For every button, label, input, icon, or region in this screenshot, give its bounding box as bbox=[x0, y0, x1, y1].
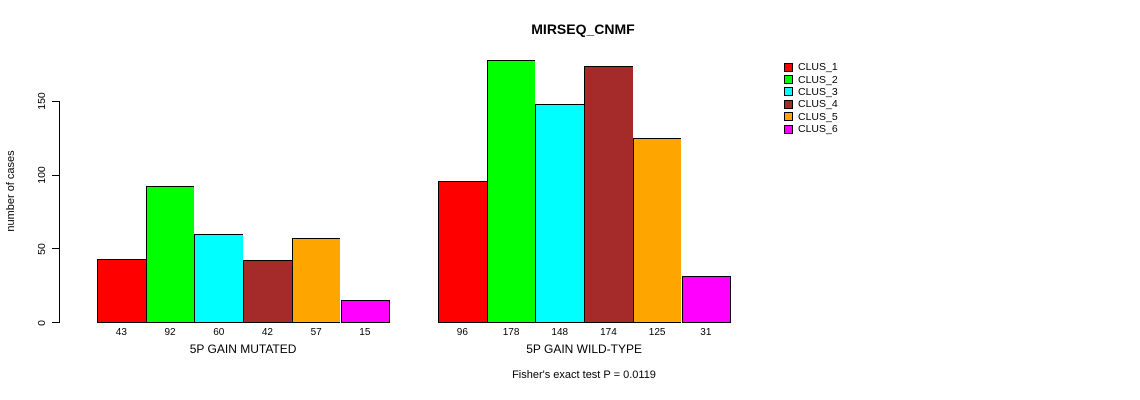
y-tick bbox=[52, 322, 59, 323]
legend: CLUS_1 CLUS_2 CLUS_3 CLUS_4 CLUS_5 CLUS_6 bbox=[784, 61, 838, 135]
group-label: 5P GAIN MUTATED bbox=[189, 342, 297, 356]
bar bbox=[584, 66, 633, 323]
bar-value-label: 57 bbox=[310, 327, 322, 338]
bar-value-label: 125 bbox=[648, 327, 666, 338]
bar bbox=[438, 181, 487, 323]
legend-entry: CLUS_6 bbox=[784, 123, 838, 135]
legend-swatch bbox=[784, 112, 793, 122]
legend-label: CLUS_5 bbox=[798, 110, 838, 123]
bar-value-label: 178 bbox=[502, 327, 520, 338]
legend-entry: CLUS_1 bbox=[784, 61, 838, 73]
legend-swatch bbox=[784, 87, 793, 97]
y-axis-line bbox=[59, 100, 60, 323]
bar-value-label: 92 bbox=[164, 327, 176, 338]
y-axis-label: number of cases bbox=[5, 150, 17, 232]
bar bbox=[145, 186, 195, 323]
bar-value-label: 148 bbox=[551, 327, 569, 338]
legend-swatch bbox=[784, 75, 793, 85]
bar bbox=[97, 259, 146, 323]
legend-label: CLUS_3 bbox=[798, 85, 838, 98]
bar-value-label: 15 bbox=[359, 327, 371, 338]
bar bbox=[535, 104, 585, 323]
legend-label: CLUS_1 bbox=[798, 61, 838, 74]
bar bbox=[291, 238, 341, 323]
stat-test-annotation: Fisher's exact test P = 0.0119 bbox=[512, 369, 656, 381]
bar bbox=[681, 276, 732, 323]
legend-swatch bbox=[784, 124, 793, 134]
legend-entry: CLUS_4 bbox=[784, 98, 838, 110]
bar bbox=[194, 234, 244, 323]
bar-value-label: 43 bbox=[115, 327, 127, 338]
bar bbox=[340, 300, 391, 323]
legend-label: CLUS_2 bbox=[798, 73, 838, 86]
chart-title: MIRSEQ_CNMF bbox=[531, 21, 635, 37]
y-tick bbox=[52, 248, 59, 250]
bar-value-label: 174 bbox=[600, 327, 617, 338]
legend-entry: CLUS_2 bbox=[784, 73, 838, 86]
y-tick-label: 100 bbox=[36, 166, 48, 184]
legend-entry: CLUS_5 bbox=[784, 111, 838, 123]
bar bbox=[632, 138, 682, 323]
bar-value-label: 42 bbox=[261, 327, 273, 338]
legend-entry: CLUS_3 bbox=[784, 86, 838, 98]
bar bbox=[243, 260, 292, 323]
legend-swatch bbox=[784, 62, 793, 72]
bar-value-label: 31 bbox=[700, 327, 712, 338]
legend-label: CLUS_6 bbox=[798, 123, 838, 136]
legend-swatch bbox=[784, 99, 793, 109]
legend-label: CLUS_4 bbox=[798, 98, 838, 111]
group-label: 5P GAIN WILD-TYPE bbox=[526, 342, 642, 356]
bar-value-label: 60 bbox=[213, 327, 225, 338]
y-tick bbox=[52, 100, 59, 102]
bar bbox=[486, 60, 536, 323]
y-tick bbox=[52, 174, 59, 176]
bar-value-label: 96 bbox=[456, 327, 468, 338]
y-tick-label: 0 bbox=[36, 319, 48, 326]
y-tick-label: 150 bbox=[36, 92, 48, 111]
y-tick-label: 50 bbox=[36, 242, 48, 255]
